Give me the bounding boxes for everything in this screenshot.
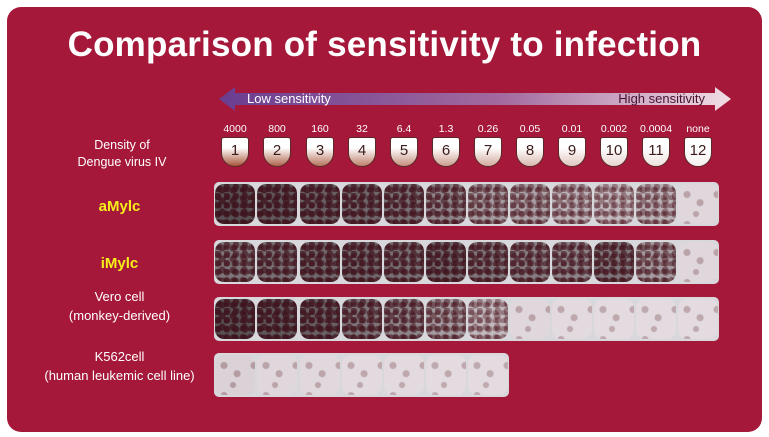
tube-icon: 6 [432, 137, 460, 167]
row-label: K562cell [94, 349, 145, 364]
culture-well [468, 242, 508, 282]
culture-well [300, 184, 340, 224]
dilution-value: 1.3 [438, 123, 454, 135]
culture-well [636, 184, 676, 224]
high-sensitivity-label: High sensitivity [618, 91, 705, 106]
culture-well [468, 184, 508, 224]
culture-well [300, 299, 340, 339]
row-label: Vero cell [94, 289, 145, 304]
culture-well [510, 299, 550, 339]
tube-icon: 10 [600, 137, 628, 167]
culture-well [384, 299, 424, 339]
figure-panel: Comparison of sensitivity to infection L… [7, 7, 762, 432]
culture-well [468, 355, 508, 395]
culture-well [257, 355, 297, 395]
row-label: (human leukemic cell line) [44, 368, 195, 383]
culture-well [678, 184, 718, 224]
dilution-value: 4000 [223, 123, 247, 135]
page-title: Comparison of sensitivity to infection [67, 25, 702, 64]
culture-well [426, 184, 466, 224]
row-label: (monkey-derived) [68, 308, 171, 323]
tube-icon: 8 [516, 137, 544, 167]
tube-icon: 5 [390, 137, 418, 167]
dilution-value: 800 [268, 123, 286, 135]
culture-well [552, 184, 592, 224]
culture-well [215, 242, 255, 282]
culture-well [257, 184, 297, 224]
dilution-value: 0.002 [600, 123, 628, 135]
dilution-value: 0.05 [519, 123, 541, 135]
culture-well [257, 299, 297, 339]
culture-well [342, 355, 382, 395]
culture-well [342, 242, 382, 282]
dilution-value: 160 [311, 123, 329, 135]
culture-well [552, 299, 592, 339]
culture-well [215, 184, 255, 224]
tube-icon: 12 [684, 137, 712, 167]
culture-well [342, 184, 382, 224]
tube-icon: 2 [263, 137, 291, 167]
culture-well [215, 299, 255, 339]
culture-well [678, 242, 718, 282]
density-label-line: Dengue virus IV [77, 155, 167, 169]
culture-well [636, 299, 676, 339]
culture-well [426, 299, 466, 339]
tube-icon: 9 [558, 137, 586, 167]
culture-well [468, 299, 508, 339]
culture-well [510, 184, 550, 224]
culture-well [342, 299, 382, 339]
culture-well [552, 242, 592, 282]
low-sensitivity-label: Low sensitivity [247, 91, 331, 106]
plate-strip [214, 353, 509, 397]
culture-well [678, 299, 718, 339]
culture-well [300, 355, 340, 395]
gradient-arrow-icon [219, 87, 731, 111]
plate-strip [214, 182, 719, 226]
dilution-value: 0.0004 [639, 123, 673, 135]
culture-well [510, 242, 550, 282]
plate-strip [214, 240, 719, 284]
culture-well [215, 355, 255, 395]
culture-well [300, 242, 340, 282]
culture-well [426, 355, 466, 395]
dilution-value: 0.26 [477, 123, 499, 135]
tube-icon: 7 [474, 137, 502, 167]
sensitivity-arrow: Low sensitivity High sensitivity [219, 85, 731, 113]
culture-well [636, 242, 676, 282]
tube-icon: 3 [306, 137, 334, 167]
tube-icon: 4 [348, 137, 376, 167]
dilution-value: 6.4 [396, 123, 412, 135]
dilution-value: 32 [356, 123, 368, 135]
tube-icon: 11 [642, 137, 670, 167]
plate-strip [214, 297, 719, 341]
dilution-value: none [686, 123, 710, 135]
culture-well [384, 184, 424, 224]
culture-well [257, 242, 297, 282]
density-label: Density of Dengue virus IV [47, 137, 197, 171]
row-label: aMylc [98, 198, 141, 215]
dilution-value: 0.01 [561, 123, 583, 135]
row-label: iMylc [100, 255, 139, 272]
culture-well [594, 299, 634, 339]
culture-well [384, 242, 424, 282]
density-label-line: Density of [94, 138, 150, 152]
culture-well [384, 355, 424, 395]
culture-well [594, 184, 634, 224]
culture-well [426, 242, 466, 282]
culture-well [594, 242, 634, 282]
tube-icon: 1 [221, 137, 249, 167]
